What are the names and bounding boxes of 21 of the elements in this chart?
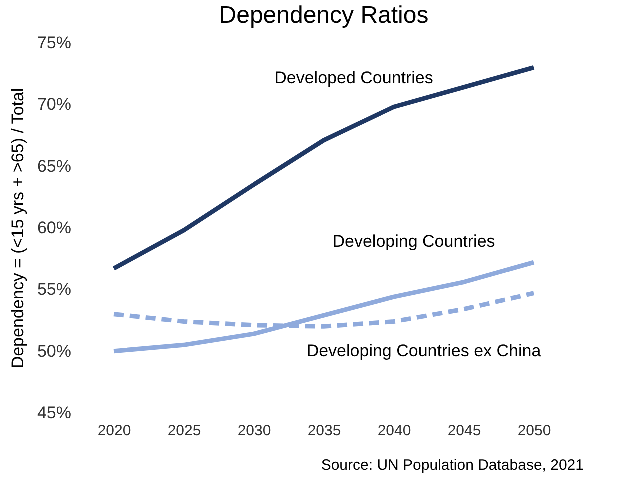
x-tick-label: 2035: [308, 422, 342, 440]
series-label: Developing Countries: [332, 232, 496, 252]
y-tick-label: 70%: [37, 95, 72, 114]
source-note: Source: UN Population Database, 2021: [321, 457, 584, 474]
line-series: [112, 65, 536, 271]
x-tick-label: 2025: [168, 422, 202, 440]
y-tick-label: 45%: [37, 404, 72, 422]
series-label: Developing Countries ex China: [306, 342, 542, 361]
y-tick-label: 65%: [37, 156, 72, 176]
y-tick-label: 60%: [37, 218, 72, 238]
x-tick-label: 2040: [378, 422, 412, 440]
y-tick-label: 75%: [37, 34, 72, 52]
x-tick-label: 2050: [518, 422, 552, 440]
y-tick-label: 55%: [37, 280, 72, 300]
series-label: Developed Countries: [274, 68, 434, 88]
x-tick-label: 2030: [238, 422, 272, 440]
chart-title: Dependency Ratios: [219, 2, 429, 29]
y-axis-title: Dependency = (<15 yrs + >65) / Total: [8, 88, 28, 369]
x-tick-label: 2045: [448, 422, 482, 440]
y-tick-label: 50%: [37, 342, 72, 361]
x-tick-label: 2020: [98, 422, 132, 440]
